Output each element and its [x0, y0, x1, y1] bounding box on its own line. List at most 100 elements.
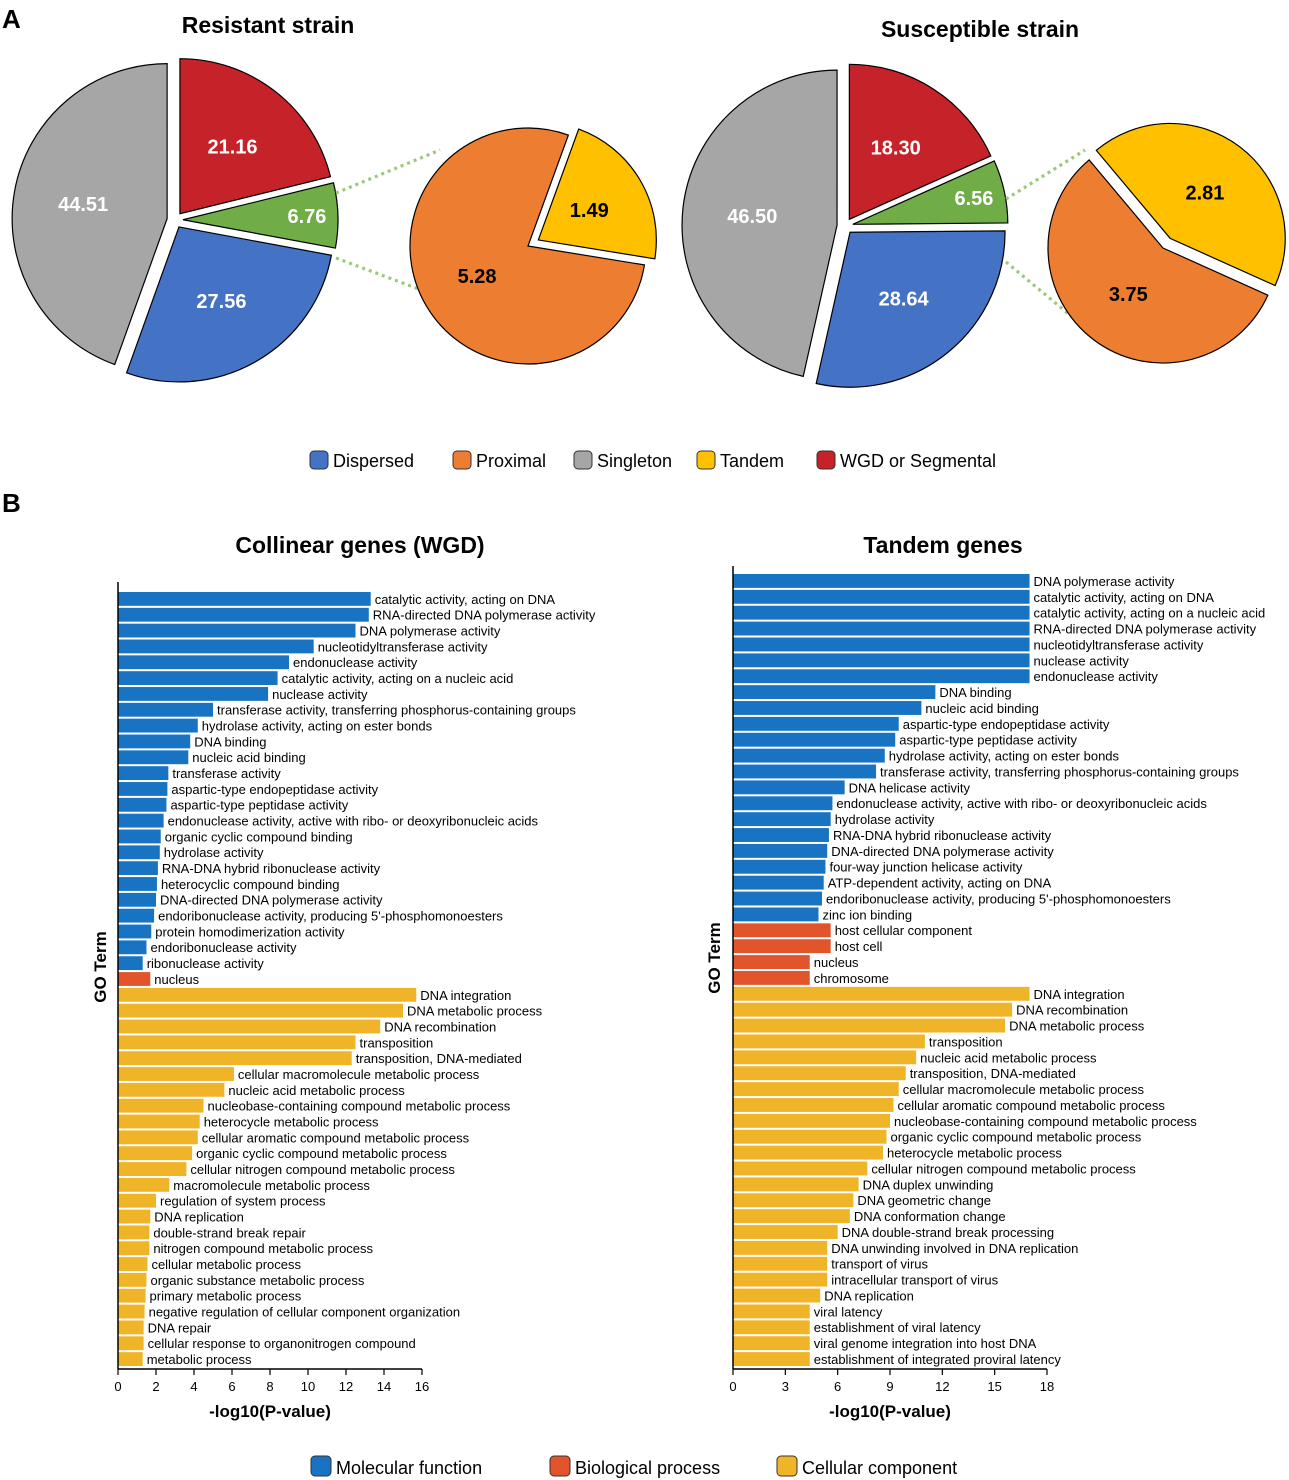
bar-label-tandem-25: chromosome [814, 971, 889, 986]
pie-title-susceptible: Susceptible strain [881, 16, 1079, 42]
legend-a-label-3: Tandem [720, 451, 784, 471]
bar-label-tandem-48: viral genome integration into host DNA [814, 1336, 1037, 1351]
bar-label-tandem-28: DNA metabolic process [1009, 1019, 1145, 1034]
bar-tandem-7 [733, 685, 936, 700]
bar-label-tandem-42: DNA unwinding involved in DNA replicatio… [831, 1241, 1078, 1256]
pie-chart-resistant: 21.16 6.76 27.56 44.51 1.49 5.28 [11, 58, 657, 383]
bar-label-tandem-16: RNA-DNA hybrid ribonuclease activity [833, 828, 1052, 843]
bar-label-collinear-14: endonuclease activity, active with ribo-… [168, 814, 539, 829]
legend-b-label-1: Biological process [575, 1458, 720, 1478]
bar-label-tandem-29: transposition [929, 1034, 1003, 1049]
bar-tandem-3 [733, 621, 1030, 636]
pie-slice-susceptible-2 [815, 230, 1006, 388]
bar-label-tandem-39: DNA geometric change [857, 1193, 991, 1208]
bar-tandem-20 [733, 891, 822, 906]
legend-a-swatch-3 [696, 450, 716, 470]
bar-label-collinear-26: DNA metabolic process [407, 1004, 543, 1019]
bar-tandem-38 [733, 1177, 859, 1192]
bar-collinear-39 [118, 1209, 151, 1224]
bar-collinear-41 [118, 1241, 150, 1256]
bar-collinear-28 [118, 1035, 356, 1050]
bar-collinear-38 [118, 1193, 156, 1208]
bar-collinear-7 [118, 702, 213, 717]
bar-tandem-4 [733, 637, 1030, 652]
bar-tandem-35 [733, 1129, 887, 1144]
bar-tandem-26 [733, 986, 1030, 1001]
bar-label-collinear-41: nitrogen compound metabolic process [153, 1241, 373, 1256]
bar-label-collinear-46: DNA repair [148, 1320, 212, 1335]
bar-collinear-36 [118, 1162, 187, 1176]
bar-label-collinear-10: nucleic acid binding [192, 750, 305, 765]
bar-label-tandem-49: establishment of integrated proviral lat… [814, 1352, 1062, 1367]
bar-collinear-35 [118, 1146, 193, 1161]
legend-b-label-0: Molecular function [336, 1458, 482, 1478]
bar-tandem-36 [733, 1145, 884, 1160]
bar-collinear-32 [118, 1098, 204, 1113]
bar-label-tandem-10: aspartic-type peptidase activity [899, 733, 1077, 748]
bar-tandem-48 [733, 1336, 810, 1351]
bar-label-tandem-43: transport of virus [831, 1257, 928, 1272]
pie-label-resistant-2: 27.56 [196, 291, 246, 313]
bar-collinear-6 [118, 687, 269, 701]
bar-collinear-9 [118, 734, 191, 749]
bar-label-tandem-20: endoribonuclease activity, producing 5'-… [826, 891, 1171, 906]
bar-label-collinear-0: catalytic activity, acting on DNA [375, 592, 556, 607]
bar-label-tandem-32: cellular macromolecule metabolic process [903, 1082, 1145, 1097]
bar-tandem-43 [733, 1256, 828, 1271]
y-axis-title-collinear: GO Term [91, 931, 110, 1002]
legend-gene-duplication: Dispersed Proximal Singleton Tandem WGD or S… [309, 450, 996, 471]
bar-label-collinear-33: heterocycle metabolic process [204, 1114, 379, 1129]
x-tick-label-collinear-7: 14 [377, 1379, 391, 1394]
x-tick-label-tandem-4: 12 [935, 1379, 949, 1394]
x-tick-label-tandem-0: 0 [729, 1379, 736, 1394]
bar-label-collinear-27: DNA recombination [384, 1019, 496, 1034]
breakout-slice-resistant-1 [409, 127, 646, 365]
legend-a-label-4: WGD or Segmental [840, 451, 996, 471]
legend-b-label-2: Cellular component [802, 1458, 957, 1478]
bar-label-tandem-23: host cell [835, 939, 883, 954]
x-tick-label-collinear-1: 2 [152, 1379, 159, 1394]
legend-a-label-0: Dispersed [333, 451, 414, 471]
breakout-label-susceptible-1: 3.75 [1109, 284, 1148, 306]
bar-label-collinear-48: metabolic process [147, 1352, 252, 1367]
bar-label-tandem-12: transferase activity, transferring phosp… [880, 764, 1239, 779]
bar-label-collinear-8: hydrolase activity, acting on ester bond… [202, 719, 433, 734]
x-axis-title-tandem: -log10(P-value) [829, 1402, 951, 1421]
bar-label-tandem-3: RNA-directed DNA polymerase activity [1034, 622, 1257, 637]
bar-label-collinear-19: DNA-directed DNA polymerase activity [160, 893, 383, 908]
x-tick-label-collinear-4: 8 [266, 1379, 273, 1394]
bar-tandem-21 [733, 907, 819, 922]
bar-tandem-31 [733, 1066, 906, 1081]
legend-a-label-1: Proximal [476, 451, 546, 471]
bar-collinear-19 [118, 892, 156, 907]
pie-label-resistant-3: 44.51 [58, 194, 108, 216]
bar-collinear-24 [118, 972, 151, 986]
bar-collinear-40 [118, 1225, 150, 1240]
bar-label-collinear-38: regulation of system process [160, 1194, 326, 1209]
bar-collinear-12 [118, 782, 168, 796]
bar-label-tandem-21: zinc ion binding [822, 907, 912, 922]
bar-label-collinear-44: primary metabolic process [150, 1289, 302, 1304]
bar-label-collinear-12: aspartic-type endopeptidase activity [171, 782, 378, 797]
legend-go-category: Molecular function Biological process Cell… [310, 1455, 957, 1478]
bar-collinear-2 [118, 623, 356, 638]
bar-label-collinear-9: DNA binding [194, 734, 266, 749]
bar-label-collinear-7: transferase activity, transferring phosp… [217, 703, 576, 718]
bar-collinear-34 [118, 1130, 198, 1145]
bar-label-collinear-24: nucleus [154, 972, 199, 987]
bar-label-collinear-47: cellular response to organonitrogen comp… [148, 1336, 416, 1351]
bar-label-collinear-34: cellular aromatic compound metabolic pro… [202, 1130, 470, 1145]
pie-slice-resistant-2 [125, 226, 333, 383]
bar-tandem-17 [733, 843, 828, 858]
bar-tandem-15 [733, 812, 831, 827]
bar-collinear-45 [118, 1304, 145, 1319]
bar-tandem-30 [733, 1050, 917, 1065]
breakout-label-resistant-1: 5.28 [458, 266, 497, 288]
bar-label-collinear-22: endoribonuclease activity [151, 940, 297, 955]
bar-collinear-15 [118, 829, 161, 844]
pie-slice-susceptible-1 [852, 160, 1009, 225]
bar-label-collinear-45: negative regulation of cellular componen… [149, 1304, 460, 1319]
bar-label-collinear-6: nuclease activity [272, 687, 368, 702]
